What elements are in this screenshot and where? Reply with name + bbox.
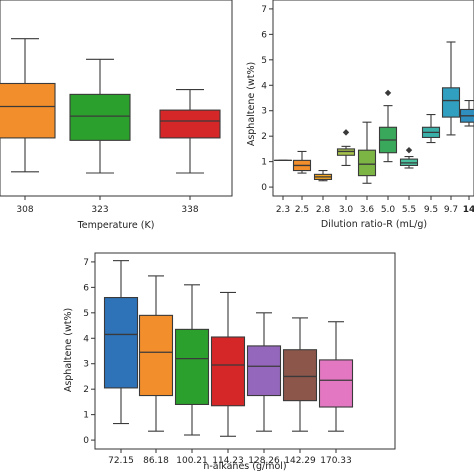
box-3.6	[357, 121, 377, 184]
plot-frame	[0, 0, 233, 197]
box-72.15	[103, 260, 139, 425]
tick-group: 0 1 2 3 4 5 6 7 72.15 86.18 100.21 114.23 128.26 142.…	[83, 258, 351, 466]
box-142.29	[282, 317, 318, 432]
y-tick-label: 1	[83, 411, 89, 421]
box-114.23	[210, 291, 246, 437]
x-tick-label: 128.26	[248, 456, 280, 466]
box-group	[103, 260, 354, 437]
iqr-box	[357, 149, 377, 177]
iqr-box	[318, 359, 354, 408]
y-tick-label: 7	[83, 258, 89, 268]
x-tick-label: 9.7	[444, 205, 458, 215]
iqr-box	[138, 314, 174, 397]
x-tick-label: 323	[91, 205, 108, 215]
x-tick-label: 86.18	[143, 456, 169, 466]
x-tick-label: 2.5	[295, 205, 309, 215]
x-tick-label: 100.21	[176, 456, 208, 466]
panel-dilution: 0 1 2 3 4 5 6 7 2.3 2.5 2.8 3.0 3.6 5.0 5.5 9.5 9.7 14 Di…	[246, 0, 474, 230]
box-338	[159, 88, 221, 174]
x-tick-label: 5.5	[402, 205, 416, 215]
iqr-box	[159, 109, 221, 139]
y-tick-label: 0	[261, 183, 267, 193]
box-100.21	[174, 284, 210, 436]
x-tick-label: 3.6	[360, 205, 375, 215]
box-2.5	[292, 150, 312, 174]
x-tick-label: 114.23	[212, 456, 244, 466]
x-tick-label: 72.15	[108, 456, 134, 466]
y-tick-label: 5	[261, 56, 267, 66]
x-tick-label: 170.33	[320, 456, 352, 466]
box-14	[459, 99, 474, 127]
y-tick-label: 2	[261, 132, 267, 142]
y-tick-label: 3	[83, 360, 89, 370]
y-tick-label: 3	[261, 107, 267, 117]
box-group	[273, 41, 474, 184]
y-tick-label: 1	[261, 158, 267, 168]
y-tick-label: 2	[83, 385, 89, 395]
y-tick-label: 0	[83, 436, 89, 446]
iqr-box	[282, 349, 318, 402]
iqr-box	[441, 87, 461, 118]
x-tick-label: 142.29	[284, 456, 316, 466]
y-axis-label: Asphaltene (wt%)	[246, 62, 257, 146]
box-128.26	[246, 312, 282, 432]
y-tick-label: 4	[261, 81, 267, 91]
tick-group: 0 1 2 3 4 5 6 7 2.3 2.5 2.8 3.0 3.6 5.0 5.5 9.5 9.7 14	[261, 5, 474, 215]
box-170.33	[318, 321, 354, 432]
y-tick-label: 7	[261, 5, 267, 15]
x-axis-label: Dilution ratio-R (mL/g)	[321, 219, 427, 230]
box-5.5	[399, 155, 419, 169]
x-tick-label: 5.0	[381, 205, 396, 215]
box-86.18	[138, 275, 174, 432]
box-323	[69, 58, 131, 174]
plot-frame	[272, 0, 474, 197]
box-9.5	[421, 113, 441, 144]
box-9.7	[441, 41, 461, 136]
x-tick-label: 308	[16, 205, 33, 215]
x-tick-label: 2.8	[316, 205, 331, 215]
tick-group: 308 323 338	[16, 196, 199, 215]
iqr-box	[210, 336, 246, 407]
x-tick-label: 2.3	[276, 205, 290, 215]
x-tick-label: 3.0	[339, 205, 354, 215]
panel-temperature: 308 323 338 Temperature (K)	[0, 0, 233, 231]
box-group	[0, 38, 221, 174]
outlier-point	[342, 129, 350, 136]
box-5.0	[378, 105, 398, 163]
iqr-box	[246, 345, 282, 397]
y-tick-label: 5	[83, 309, 89, 319]
panel-n-alkanes: 0 1 2 3 4 5 6 7 72.15 86.18 100.21 114.23 128.26 142.…	[63, 252, 396, 472]
iqr-box	[174, 328, 210, 406]
y-tick-label: 6	[83, 283, 89, 293]
x-tick-label: 14	[463, 205, 474, 215]
box-308	[0, 38, 56, 173]
iqr-box	[0, 82, 56, 139]
outlier-point	[384, 89, 392, 97]
iqr-box	[103, 296, 139, 389]
outlier-point	[405, 146, 413, 154]
x-tick-label: 338	[181, 205, 198, 215]
x-axis-label: n-alkanes (g/mol)	[203, 461, 286, 472]
y-tick-label: 6	[261, 30, 267, 40]
y-tick-label: 4	[83, 334, 89, 344]
iqr-box	[69, 93, 131, 141]
box-2.8	[313, 169, 333, 182]
x-tick-label: 9.5	[424, 205, 438, 215]
x-axis-label: Temperature (K)	[77, 220, 155, 231]
y-axis-label: Asphaltene (wt%)	[63, 308, 74, 392]
box-3.0	[336, 145, 356, 167]
plot-frame	[94, 252, 396, 450]
